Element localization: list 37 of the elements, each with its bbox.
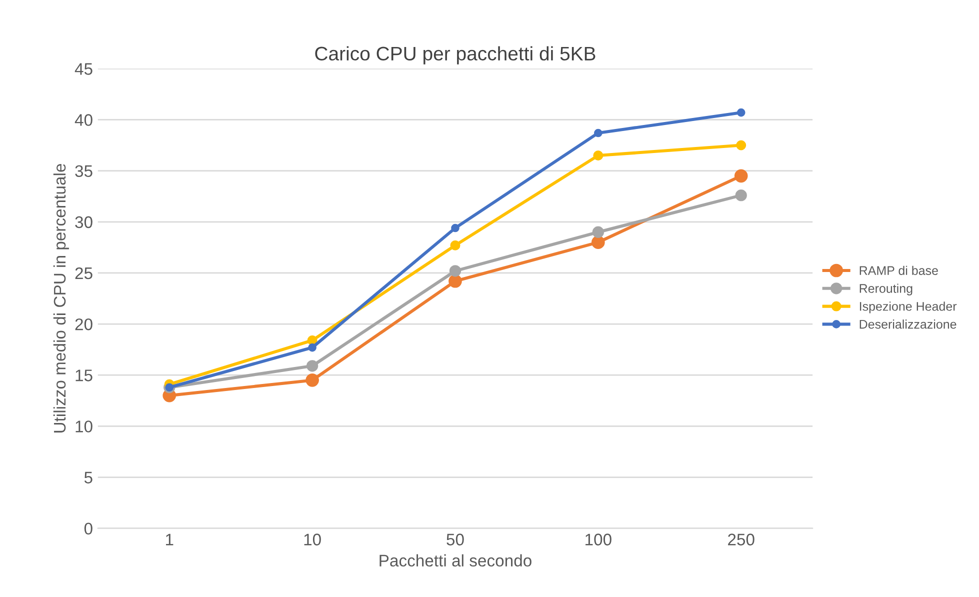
point — [450, 240, 460, 250]
point — [594, 128, 602, 138]
y-tick-label: 45 — [74, 63, 92, 75]
y-axis-title: Utilizzo medio di CPU in percentuale — [53, 164, 69, 432]
x-tick-label: 10 — [304, 534, 321, 546]
point — [306, 374, 319, 387]
y-tick-label: 5 — [84, 472, 92, 484]
x-tick-label: 100 — [586, 534, 612, 546]
y-tick-label: 25 — [75, 267, 92, 280]
y-tick-label: 35 — [75, 165, 92, 178]
y-tick-label: 20 — [75, 318, 92, 330]
y-tick-label: 0 — [84, 522, 92, 535]
x-tick-label: 50 — [446, 534, 464, 546]
x-tick-label: 1 — [166, 534, 174, 546]
point — [736, 140, 746, 150]
point — [734, 169, 748, 183]
point — [593, 150, 604, 160]
point — [735, 189, 747, 202]
point — [592, 226, 604, 238]
point — [448, 274, 462, 288]
y-tick-label: 30 — [75, 216, 92, 228]
point — [592, 236, 605, 249]
x-axis-title: Pacchetti al secondo — [380, 554, 532, 567]
x-tick-label: 250 — [728, 534, 754, 546]
legend-label: Deserializzazione — [860, 320, 956, 329]
legend-label: Rerouting — [860, 284, 912, 296]
y-tick-label: 15 — [76, 370, 92, 382]
chart-title: Carico CPU per pacchetti di 5KB — [315, 46, 596, 64]
point — [449, 265, 462, 277]
legend-label: Ispezione Header — [860, 302, 957, 314]
legend-label: RAMP di base — [860, 266, 938, 275]
y-tick-label: 40 — [74, 114, 92, 126]
point — [308, 343, 316, 352]
point — [736, 108, 746, 117]
point — [306, 360, 318, 372]
y-tick-label: 10 — [76, 420, 92, 432]
point — [451, 224, 460, 232]
